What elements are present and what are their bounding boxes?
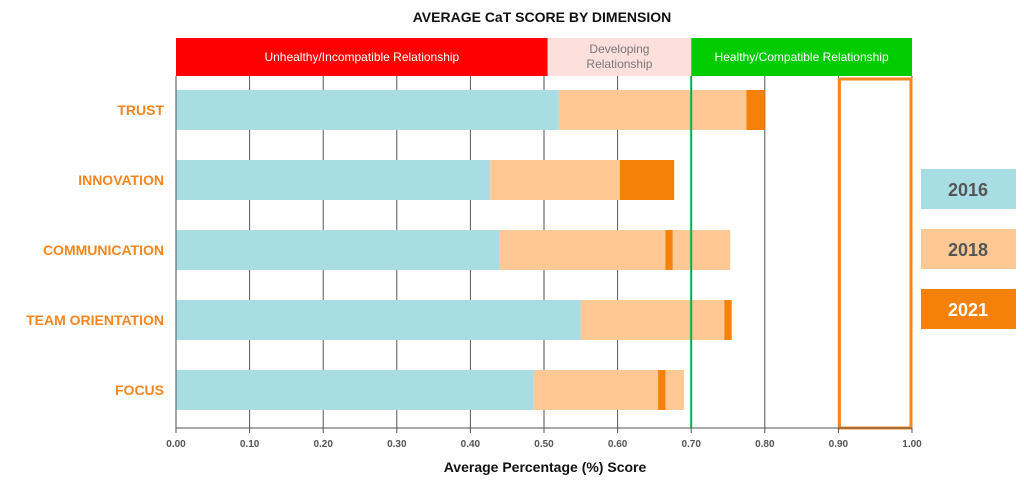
bar-2016-3: [176, 300, 581, 340]
axes: [175, 76, 913, 433]
bar-2021-4: [658, 370, 666, 410]
bar-2018-4: [533, 370, 659, 410]
category-label: TRUST: [117, 102, 164, 118]
band-label-0: Unhealthy/Incompatible Relationship: [264, 50, 459, 64]
bar-2018-1: [490, 160, 620, 200]
bar-2018-extension-4: [665, 370, 684, 410]
highlight-range-box: [837, 77, 913, 430]
category-labels: TRUST INNOVATION COMMUNICATION TEAM ORIENTA…: [26, 102, 164, 398]
x-tick-label: 0.80: [755, 439, 775, 450]
band-0: [176, 38, 548, 76]
x-tick-label: 0.40: [461, 439, 481, 450]
category-label: INNOVATION: [78, 172, 164, 188]
x-tick-label: 0.30: [387, 439, 407, 450]
bar-2018-2: [499, 230, 666, 270]
bar-2021-2: [665, 230, 673, 270]
bar-2016-2: [176, 230, 500, 270]
x-tick-label: 0.60: [608, 439, 628, 450]
legend-label: 2016: [948, 180, 988, 200]
x-tick-label: 0.10: [240, 439, 260, 450]
band-1: [547, 38, 692, 76]
category-label: TEAM ORIENTATION: [26, 312, 164, 328]
bar-2016-4: [176, 370, 534, 410]
bar-2021-1: [619, 160, 675, 200]
x-tick-label: 0.70: [681, 439, 701, 450]
chart-title: AVERAGE CaT SCORE BY DIMENSION: [413, 9, 672, 25]
bar-2018-extension-2: [672, 230, 731, 270]
bars: [176, 90, 765, 410]
x-axis-label: Average Percentage (%) Score: [444, 459, 647, 475]
bar-2016-1: [176, 160, 491, 200]
band-label-1: Developing Relationship: [586, 42, 652, 71]
legend-swatch-2018: [921, 229, 1016, 269]
category-label: FOCUS: [115, 382, 164, 398]
bar-2021-3: [724, 300, 732, 340]
tick-labels: 0.00 0.10 0.20 0.30 0.40 0.50 0.60 0.70 0.80 0.90…: [166, 439, 922, 450]
legend: 2016 2018 2021: [921, 169, 1016, 329]
band-2: [691, 38, 912, 76]
legend-swatch-2016: [921, 169, 1016, 209]
category-label: COMMUNICATION: [43, 242, 164, 258]
x-tick-label: 0.00: [166, 439, 186, 450]
x-tick-label: 0.50: [534, 439, 554, 450]
bar-2018-3: [580, 300, 725, 340]
x-tick-label: 0.20: [313, 439, 333, 450]
highlight-range-group: [837, 77, 913, 430]
legend-label: 2018: [948, 240, 988, 260]
x-tick-label: 0.90: [829, 439, 849, 450]
bar-2018-0: [558, 90, 747, 130]
legend-swatch-2021: [921, 289, 1016, 329]
band-label-2: Healthy/Compatible Relationship: [715, 50, 889, 64]
relationship-bands: Unhealthy/Incompatible Relationship Devel…: [176, 38, 912, 76]
bar-2021-0: [746, 90, 765, 130]
bar-2016-0: [176, 90, 559, 130]
x-tick-label: 1.00: [902, 439, 922, 450]
legend-label: 2021: [948, 300, 988, 320]
